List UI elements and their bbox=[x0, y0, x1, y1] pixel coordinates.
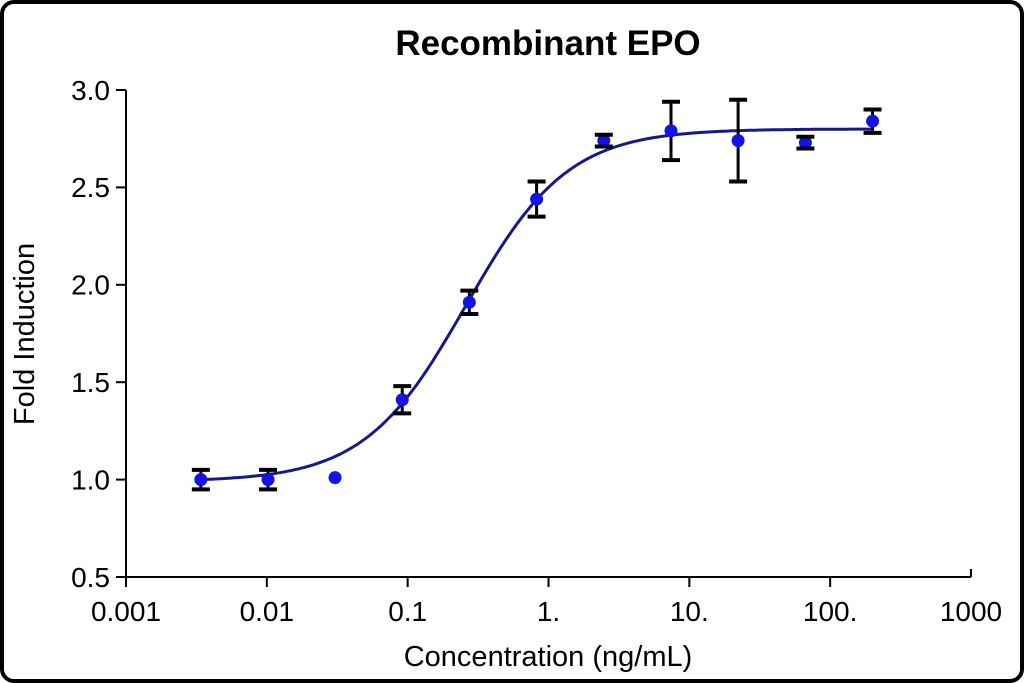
x-tick-label: 0.01 bbox=[240, 596, 295, 627]
data-point bbox=[261, 473, 275, 487]
data-point bbox=[731, 134, 745, 148]
data-point bbox=[462, 295, 476, 309]
chart-title: Recombinant EPO bbox=[395, 24, 700, 63]
x-tick-label: 0.001 bbox=[91, 596, 161, 627]
data-point bbox=[194, 473, 208, 487]
x-tick-label: 10. bbox=[670, 596, 709, 627]
data-point bbox=[328, 471, 342, 485]
y-tick-label: 2.0 bbox=[71, 270, 110, 301]
dose-response-series bbox=[191, 97, 882, 492]
y-tick-label: 1.5 bbox=[71, 367, 110, 398]
axes: 0.5 1.0 1.5 2.0 2.5 3.0 0.001 0.01 0.1 1. 10. 100. 1… bbox=[71, 75, 1002, 627]
y-tick-label: 0.5 bbox=[71, 562, 110, 593]
y-tick-label: 2.5 bbox=[71, 172, 110, 203]
y-axis-label: Fold Induction bbox=[9, 243, 41, 425]
y-tick-label: 1.0 bbox=[71, 464, 110, 495]
x-tick-label: 100. bbox=[803, 596, 858, 627]
x-axis-label: Concentration (ng/mL) bbox=[404, 641, 693, 673]
data-point bbox=[530, 192, 544, 206]
x-tick-label: 1000 bbox=[940, 596, 1002, 627]
data-point bbox=[866, 114, 880, 128]
y-tick-label: 3.0 bbox=[71, 75, 110, 106]
data-point bbox=[664, 124, 678, 138]
chart-canvas: Recombinant EPO Fold Induction Concentra… bbox=[9, 24, 1002, 673]
data-point bbox=[798, 136, 812, 150]
x-tick-label: 0.1 bbox=[388, 596, 427, 627]
x-tick-label: 1. bbox=[537, 596, 560, 627]
data-point bbox=[597, 134, 611, 148]
data-point bbox=[395, 393, 409, 407]
